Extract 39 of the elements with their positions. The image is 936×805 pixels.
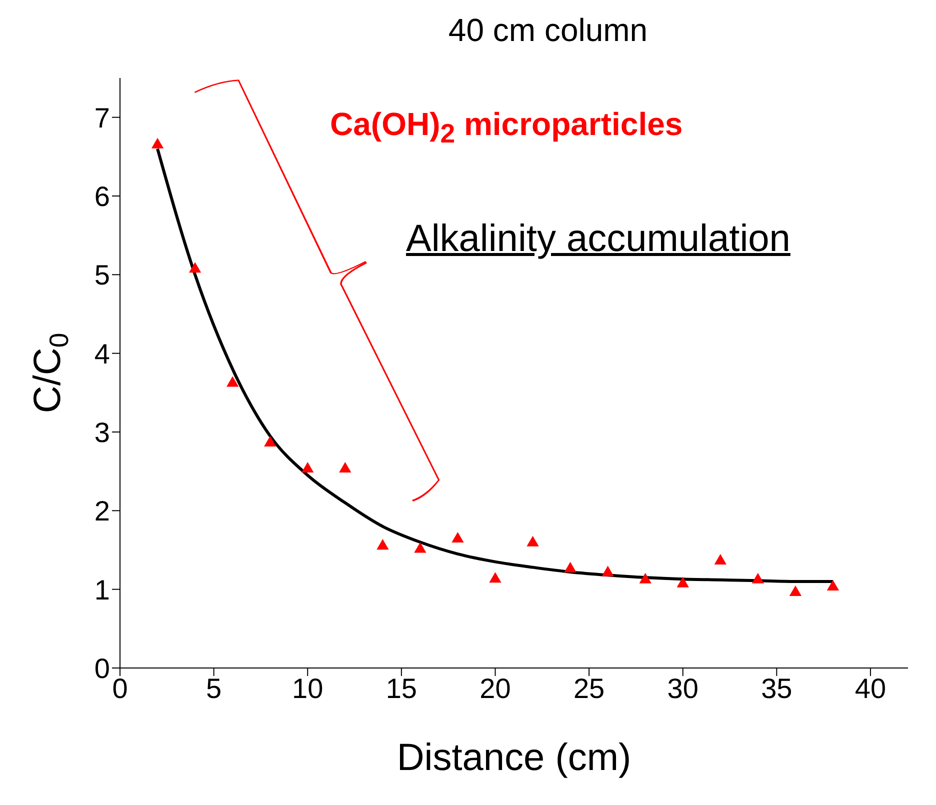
- annotation: Ca(OH)$_{2}$ microparticles: [330, 106, 683, 148]
- x-tick-label: 35: [761, 672, 792, 704]
- point: [564, 562, 576, 572]
- point: [339, 462, 352, 472]
- y-tick-label: 1: [94, 574, 110, 606]
- x-tick-label: 40: [854, 672, 886, 704]
- point: [151, 138, 164, 148]
- y-tick-label: 4: [94, 338, 110, 370]
- point: [188, 262, 202, 273]
- point: [752, 572, 764, 584]
- point: [226, 376, 239, 387]
- point: [676, 576, 689, 588]
- point: [826, 580, 840, 590]
- chart-title: 40 cm column: [448, 12, 648, 48]
- point: [789, 585, 802, 596]
- x-tick-label: 5: [206, 672, 222, 704]
- x-axis-title: Distance (cm): [396, 737, 632, 779]
- y-tick-label: 3: [94, 416, 110, 448]
- point: [376, 539, 389, 550]
- point: [602, 566, 614, 576]
- x-tick-label: 15: [386, 672, 418, 704]
- x-tick-label: 30: [667, 672, 698, 704]
- point: [302, 462, 314, 472]
- y-tick-label: 7: [94, 102, 110, 134]
- point: [639, 572, 652, 584]
- point: [526, 536, 539, 546]
- point: [714, 554, 726, 565]
- annotation: Alkalinity accumulation: [406, 218, 790, 260]
- point: [264, 436, 276, 447]
- x-tick-label: 20: [480, 672, 511, 704]
- point: [452, 532, 464, 542]
- y-tick-label: 2: [94, 496, 110, 527]
- x-tick-label: 25: [573, 672, 605, 704]
- y-tick-label: 0: [94, 652, 110, 684]
- y-tick-label: 5: [94, 260, 110, 291]
- point: [414, 542, 426, 553]
- x-tick-label: 10: [292, 672, 324, 704]
- point: [489, 572, 502, 583]
- y-tick-label: 6: [94, 180, 110, 212]
